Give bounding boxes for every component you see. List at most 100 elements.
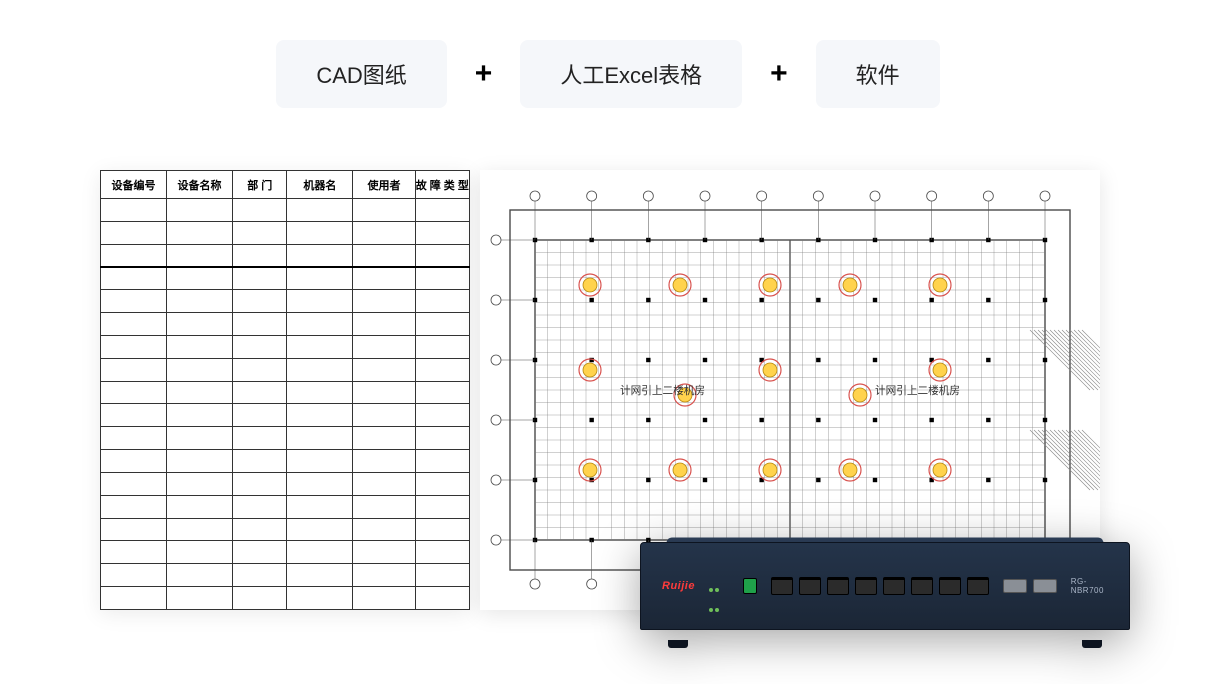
method-pill-row: CAD图纸 + 人工Excel表格 + 软件 (0, 40, 1216, 108)
switch-status-leds (709, 579, 729, 593)
table-cell (287, 518, 353, 541)
table-cell (353, 381, 415, 404)
pill-cad: CAD图纸 (276, 40, 446, 108)
switch-rj45-port (855, 577, 877, 595)
table-row (101, 313, 470, 336)
table-row (101, 587, 470, 610)
table-cell (415, 199, 469, 222)
table-cell (101, 358, 167, 381)
table-cell (415, 358, 469, 381)
table-cell (233, 450, 287, 473)
table-row (101, 495, 470, 518)
table-cell (101, 564, 167, 587)
table-cell (415, 313, 469, 336)
table-cell (233, 313, 287, 336)
table-row (101, 267, 470, 290)
table-cell (167, 267, 233, 290)
switch-model-label: RG-NBR700 (1071, 577, 1108, 595)
table-cell (287, 199, 353, 222)
col-device-name: 设备名称 (167, 171, 233, 199)
table-cell (287, 335, 353, 358)
table-row (101, 381, 470, 404)
table-cell (167, 472, 233, 495)
table-cell (353, 472, 415, 495)
table-cell (101, 450, 167, 473)
switch-rj45-port (827, 577, 849, 595)
table-row (101, 199, 470, 222)
table-row (101, 450, 470, 473)
table-row (101, 518, 470, 541)
table-cell (353, 358, 415, 381)
switch-brand-label: Ruijie (662, 580, 695, 592)
table-cell (415, 221, 469, 244)
table-cell (167, 518, 233, 541)
table-cell (287, 290, 353, 313)
switch-rj45-port (883, 577, 905, 595)
table-cell (415, 267, 469, 290)
switch-foot (668, 640, 688, 648)
table-cell (167, 541, 233, 564)
svg-text:计网引上二楼机房: 计网引上二楼机房 (620, 384, 705, 397)
table-row (101, 358, 470, 381)
table-cell (287, 472, 353, 495)
table-cell (415, 495, 469, 518)
switch-rj45-port (771, 577, 793, 595)
table-cell (287, 564, 353, 587)
table-row (101, 244, 470, 267)
col-fault-type: 故 障 类 型 (415, 171, 469, 199)
table-cell (287, 267, 353, 290)
col-device-id: 设备编号 (101, 171, 167, 199)
table-cell (233, 587, 287, 610)
table-cell (353, 564, 415, 587)
table-cell (101, 541, 167, 564)
table-cell (233, 472, 287, 495)
table-cell (233, 358, 287, 381)
table-cell (415, 450, 469, 473)
table-cell (415, 472, 469, 495)
col-department: 部 门 (233, 171, 287, 199)
device-ledger-table: 设备编号 设备名称 部 门 机器名 使用者 故 障 类 型 (100, 170, 470, 610)
table-cell (415, 564, 469, 587)
pill-excel: 人工Excel表格 (520, 40, 742, 108)
content-area: 设备编号 设备名称 部 门 机器名 使用者 故 障 类 型 计网引上二楼机房 计网… (100, 170, 1146, 644)
table-cell (167, 404, 233, 427)
table-cell (415, 518, 469, 541)
table-cell (353, 587, 415, 610)
table-cell (167, 221, 233, 244)
table-cell (233, 381, 287, 404)
table-cell (287, 221, 353, 244)
col-user: 使用者 (353, 171, 415, 199)
table-cell (101, 313, 167, 336)
switch-foot (1082, 640, 1102, 648)
table-cell (167, 427, 233, 450)
table-cell (101, 381, 167, 404)
table-cell (287, 404, 353, 427)
plus-icon: + (475, 59, 493, 89)
table-row (101, 221, 470, 244)
switch-sfp-port-group (1003, 579, 1057, 593)
table-cell (101, 199, 167, 222)
table-cell (353, 518, 415, 541)
table-cell (233, 267, 287, 290)
table-cell (167, 199, 233, 222)
table-cell (233, 495, 287, 518)
table-cell (353, 199, 415, 222)
excel-table-panel: 设备编号 设备名称 部 门 机器名 使用者 故 障 类 型 (100, 170, 470, 610)
table-cell (233, 518, 287, 541)
table-cell (287, 381, 353, 404)
table-row (101, 472, 470, 495)
table-cell (353, 404, 415, 427)
svg-text:计网引上二楼机房: 计网引上二楼机房 (875, 384, 960, 397)
table-cell (353, 290, 415, 313)
table-cell (353, 495, 415, 518)
table-cell (287, 427, 353, 450)
table-cell (353, 221, 415, 244)
table-cell (101, 290, 167, 313)
table-row (101, 541, 470, 564)
table-cell (287, 244, 353, 267)
table-cell (287, 587, 353, 610)
table-cell (101, 404, 167, 427)
table-cell (101, 518, 167, 541)
table-row (101, 427, 470, 450)
switch-mgmt-port (743, 578, 757, 594)
